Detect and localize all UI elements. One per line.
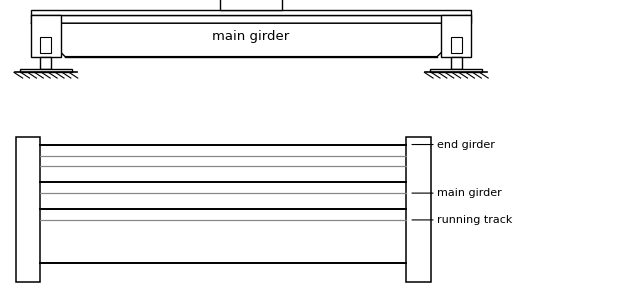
- Text: trolley: trolley: [234, 0, 268, 8]
- Polygon shape: [31, 23, 471, 57]
- Text: end girder: end girder: [437, 139, 495, 150]
- Text: main girder: main girder: [213, 30, 290, 44]
- Bar: [20, 69, 72, 72]
- Bar: [406, 137, 431, 282]
- Bar: [451, 38, 462, 53]
- Bar: [31, 15, 61, 57]
- Bar: [451, 57, 462, 69]
- Bar: [31, 10, 471, 15]
- Bar: [441, 15, 471, 57]
- Text: main girder: main girder: [437, 188, 502, 198]
- Bar: [430, 69, 482, 72]
- Bar: [220, 0, 282, 10]
- Bar: [40, 57, 51, 69]
- Text: running track: running track: [437, 215, 513, 225]
- Bar: [16, 137, 40, 282]
- Bar: [40, 38, 51, 53]
- Bar: [31, 15, 471, 23]
